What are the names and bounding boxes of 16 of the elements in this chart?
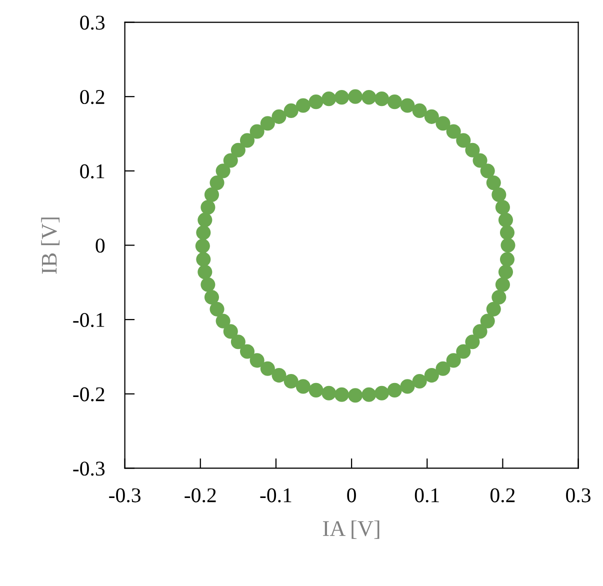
y-tick-label: 0 xyxy=(96,238,105,253)
x-axis-title: IA [V] xyxy=(323,520,380,539)
y-tick-label: -0.2 xyxy=(73,387,104,402)
x-tick-label: 0.1 xyxy=(414,488,439,502)
y-tick-label: 0.2 xyxy=(80,90,104,104)
x-tick-label: 0.3 xyxy=(566,488,590,502)
x-tick-label: -0.1 xyxy=(260,488,292,502)
x-tick-label: 0 xyxy=(347,488,356,502)
y-tick-label: -0.3 xyxy=(73,462,105,476)
x-tick-label: -0.2 xyxy=(184,488,216,502)
x-tick-label: -0.3 xyxy=(109,488,140,502)
y-tick-label: 0.1 xyxy=(80,164,104,178)
y-tick-label: -0.1 xyxy=(73,312,104,328)
x-tick-label: 0.2 xyxy=(490,488,515,502)
y-tick-label: 0.3 xyxy=(80,16,105,30)
y-axis-title: IB [V] xyxy=(41,218,60,274)
